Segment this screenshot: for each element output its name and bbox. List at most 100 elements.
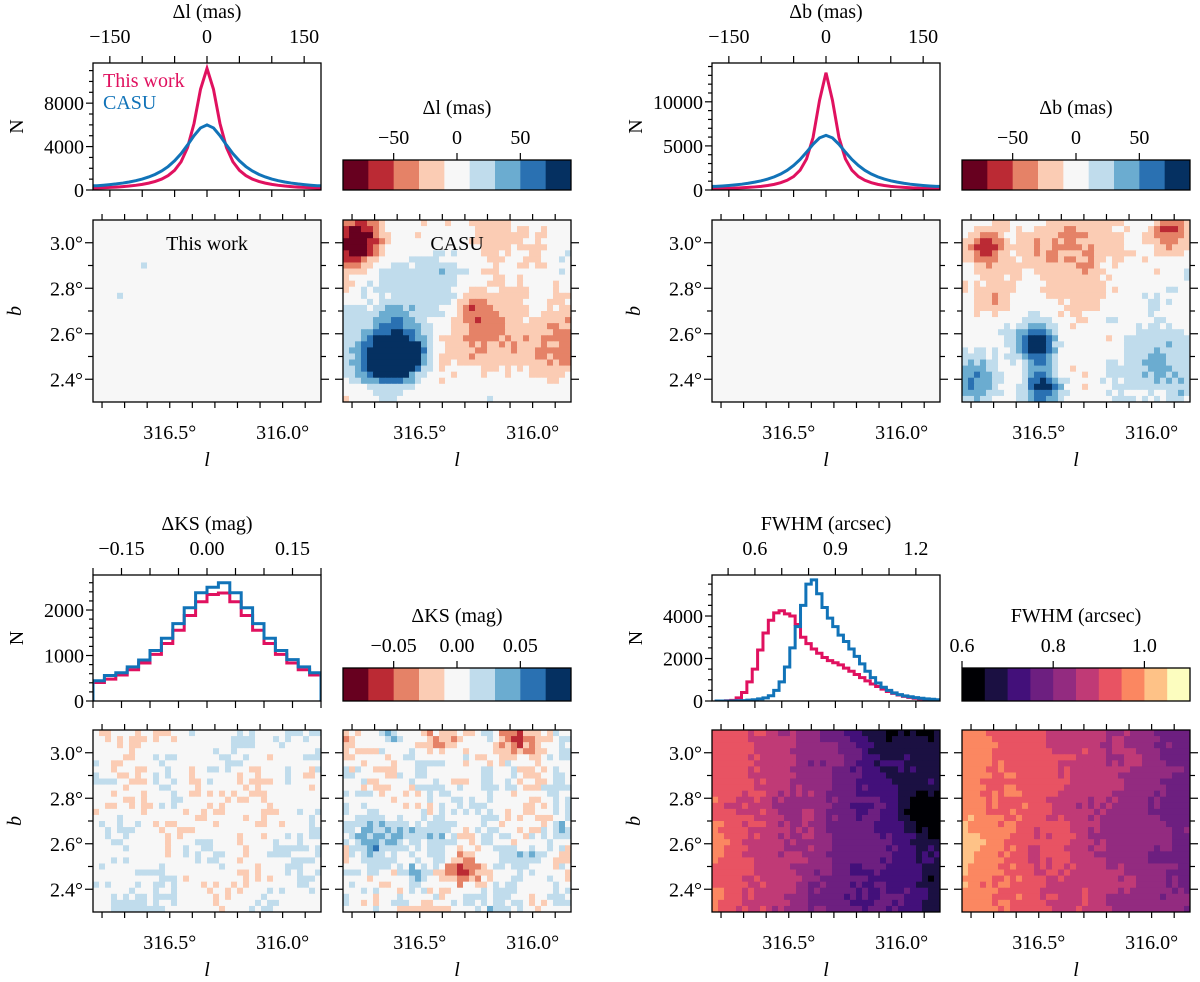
heatmap-cell <box>373 317 380 324</box>
heatmap-cell <box>760 220 767 227</box>
heatmap-cell <box>1106 220 1113 227</box>
heatmap-cell <box>481 292 488 300</box>
heatmap-cell <box>481 298 488 306</box>
heatmap-cell <box>998 262 1005 270</box>
heatmap-cell <box>195 377 202 385</box>
heatmap-cell <box>499 317 506 324</box>
heatmap-cell <box>409 274 416 282</box>
heatmap-cell <box>207 317 214 324</box>
heatmap-cell <box>1184 286 1191 294</box>
heatmap-cell <box>928 268 935 276</box>
heatmap-cell <box>1112 383 1119 391</box>
heatmap-cell <box>802 389 809 397</box>
heatmap-cell <box>225 274 232 282</box>
heatmap-cell <box>724 311 731 318</box>
heatmap-cell <box>541 268 548 276</box>
heatmap-cell <box>99 298 106 306</box>
heatmap-cell <box>1172 311 1179 318</box>
heatmap-cell <box>367 371 374 379</box>
heatmap-cell <box>910 298 917 306</box>
heatmap-cell <box>1130 317 1137 324</box>
heatmap-cell <box>1064 323 1071 330</box>
heatmap-cell <box>1082 311 1089 318</box>
heatmap-cell <box>207 274 214 282</box>
heatmap-cell <box>838 395 845 403</box>
heatmap-cell <box>153 323 160 330</box>
heatmap-cell <box>772 335 779 342</box>
heatmap-cell <box>838 292 845 300</box>
heatmap-cell <box>1184 311 1191 318</box>
heatmap-cell <box>457 317 464 324</box>
heatmap-cell <box>856 256 863 263</box>
heatmap-cell <box>201 317 208 324</box>
heatmap-cell <box>1004 311 1011 318</box>
heatmap-cell <box>457 232 464 239</box>
heatmap-cell <box>1070 274 1077 282</box>
heatmap-cell <box>778 347 785 354</box>
heatmap-cell <box>1118 329 1125 336</box>
heatmap-cell <box>451 335 458 342</box>
y-tick-label: 1000 <box>44 646 84 668</box>
heatmap-cell <box>1106 256 1113 263</box>
heatmap-cell <box>754 292 761 300</box>
heatmap-cell <box>499 359 506 367</box>
heatmap-cell <box>1166 304 1173 312</box>
heatmap-cell <box>766 226 773 233</box>
heatmap-cell <box>962 262 969 270</box>
heatmap-cell <box>1064 232 1071 239</box>
heatmap-cell <box>219 377 226 385</box>
heatmap-cell <box>1106 244 1113 251</box>
heatmap-cell <box>105 220 112 227</box>
heatmap-cell <box>880 377 887 385</box>
heatmap-cell <box>1004 395 1011 403</box>
heatmap-cell <box>898 335 905 342</box>
heatmap-cell <box>517 353 524 361</box>
heatmap-cell <box>928 256 935 263</box>
heatmap-cell <box>730 377 737 385</box>
heatmap-cell <box>844 329 851 336</box>
heatmap-cell <box>922 365 929 373</box>
heatmap-cell <box>1172 365 1179 373</box>
heatmap-cell <box>267 317 274 324</box>
heatmap-cell <box>153 304 160 312</box>
heatmap-cell <box>117 371 124 379</box>
heatmap-cell <box>309 226 316 233</box>
heatmap-cell <box>1016 329 1023 336</box>
heatmap-cell <box>285 335 292 342</box>
heatmap-cell <box>427 395 434 403</box>
heatmap-cell <box>403 317 410 324</box>
heatmap-cell <box>1010 304 1017 312</box>
heatmap-cell <box>1136 359 1143 367</box>
heatmap-cell <box>1160 238 1167 245</box>
heatmap-cell <box>523 389 530 397</box>
heatmap-cell <box>1064 347 1071 354</box>
heatmap-cell <box>1178 292 1185 300</box>
heatmap-cell <box>712 274 719 282</box>
heatmap-cell <box>986 220 993 227</box>
heatmap-cell <box>1154 353 1161 361</box>
heatmap-cell <box>141 359 148 367</box>
heatmap-cell <box>99 250 106 257</box>
heatmap-cell <box>225 347 232 354</box>
heatmap-cell <box>802 395 809 403</box>
heatmap-cell <box>724 298 731 306</box>
heatmap-cell <box>814 329 821 336</box>
heatmap-cell <box>754 262 761 270</box>
heatmap-cell <box>1040 262 1047 270</box>
heatmap-cell <box>231 365 238 373</box>
heatmap-cell <box>177 226 184 233</box>
heatmap-cell <box>565 335 572 342</box>
heatmap-cell <box>201 377 208 385</box>
heatmap-cell <box>928 389 935 397</box>
heatmap-cell <box>1136 311 1143 318</box>
heatmap-cell <box>1148 292 1155 300</box>
heatmap-cell <box>297 353 304 361</box>
heatmap-cell <box>742 317 749 324</box>
heatmap-cell <box>297 317 304 324</box>
heatmap-cell <box>433 353 440 361</box>
heatmap-cell <box>529 250 536 257</box>
heatmap-cell <box>171 736 178 743</box>
heatmap-cell <box>559 250 566 257</box>
heatmap-cell <box>171 335 178 342</box>
heatmap-cell <box>279 377 286 385</box>
